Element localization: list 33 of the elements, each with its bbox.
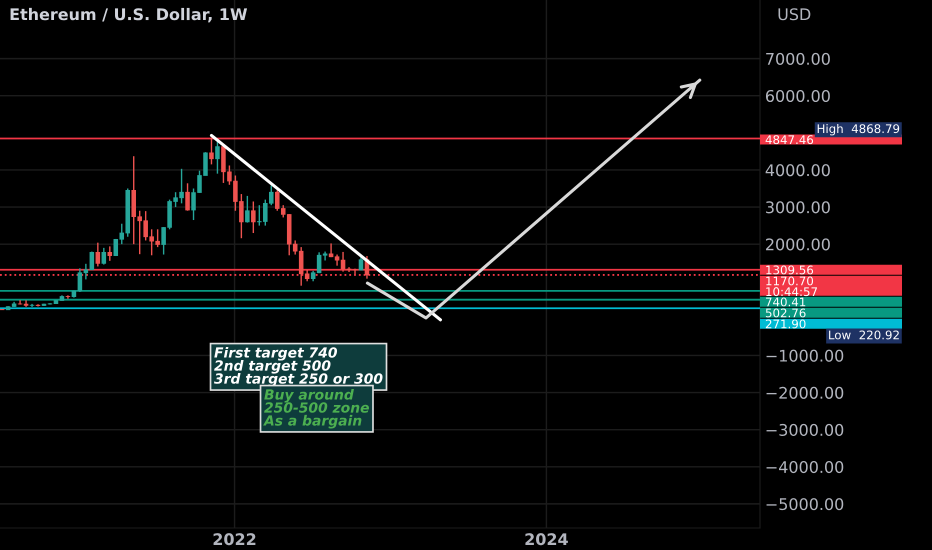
y-tick-label: 6000.00 (766, 90, 830, 102)
x-tick-label: 2022 (214, 533, 256, 546)
candlestick (251, 200, 256, 234)
y-axis-title: USD (778, 8, 810, 20)
ref-line-label: 740.41 (766, 297, 806, 306)
text: High 4868.79 (818, 124, 900, 136)
candlestick (185, 182, 190, 212)
ref-line-label: 502.76 (766, 308, 806, 318)
y-tick-label: −4000.00 (766, 460, 844, 474)
y-tick-label: 4000.00 (766, 164, 830, 176)
y-tick-label: −5000.00 (766, 498, 844, 510)
y-tick-label: −2000.00 (766, 386, 844, 399)
candlestick (358, 256, 364, 272)
ref-line-label: 1309.56 (766, 265, 814, 274)
candlestick (108, 246, 112, 262)
candlestick (102, 247, 106, 266)
y-tick-label: 2000.00 (766, 238, 830, 250)
candlestick (96, 242, 100, 268)
annotation: First target 740 2nd target 500 3rd target 250 or 300 (214, 347, 383, 387)
text: Low 220.92 (829, 330, 899, 340)
candlestick (215, 140, 220, 174)
candlestick (209, 137, 214, 166)
y-tick-label: 3000.00 (766, 201, 830, 214)
annotation: Buy around 250-500 zone As a bargain (263, 389, 369, 428)
ref-line-label: 4847.46 (766, 135, 814, 144)
y-tick-label: −1000.00 (766, 350, 844, 362)
candlestick (245, 195, 250, 224)
x-tick-label: 2024 (525, 533, 568, 546)
y-tick-label: −3000.00 (766, 424, 844, 436)
ref-line-label: 271.90 (766, 319, 806, 328)
ref-line-label: 1170.70 10:44:57 (766, 276, 818, 296)
y-tick-label: 7000.00 (766, 52, 830, 65)
chart-title: Ethereum / U.S. Dollar, 1W (10, 8, 248, 22)
